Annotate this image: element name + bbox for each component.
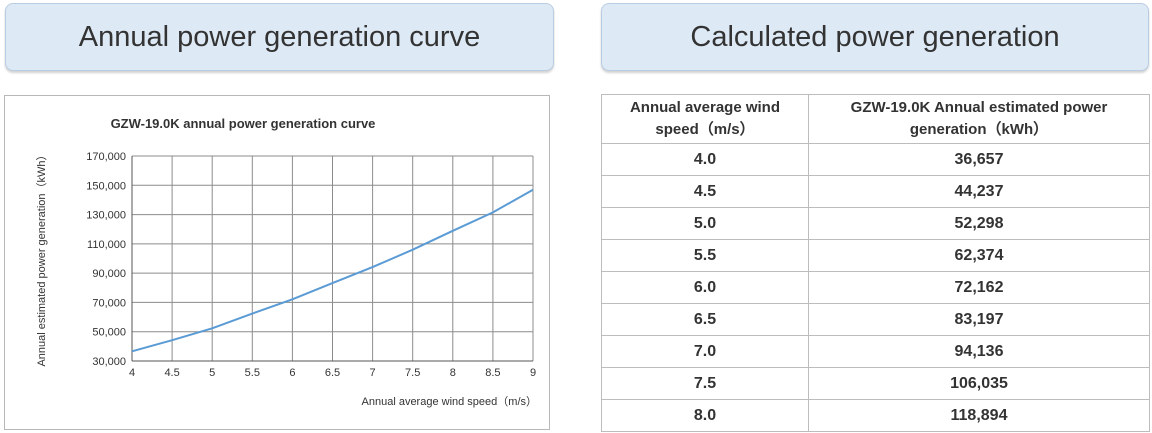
chart-panel: 30,000 50,000 70,000 90,000 110,000 130,000 15… bbox=[4, 95, 550, 430]
table-section-title: Calculated power generation bbox=[690, 20, 1060, 53]
y-tick-label: 50,000 bbox=[92, 327, 126, 339]
power-cell: 72,162 bbox=[808, 271, 1150, 304]
y-tick-label: 70,000 bbox=[92, 297, 126, 309]
y-tick-label: 90,000 bbox=[92, 268, 126, 280]
x-tick-label: 4.5 bbox=[164, 367, 179, 379]
table-row: 4.0 36,657 bbox=[601, 143, 1150, 176]
wind-speed-header: Annual average wind speed（m/s） bbox=[601, 94, 809, 144]
wind-speed-cell: 5.0 bbox=[601, 207, 809, 240]
table-body: 4.0 36,657 4.5 44,237 5.0 52,298 5.5 62,374 6.0 7… bbox=[601, 143, 1150, 432]
y-tick-label: 130,000 bbox=[86, 210, 126, 222]
power-curve-chart: 30,000 50,000 70,000 90,000 110,000 130,000 15… bbox=[35, 116, 537, 408]
wind-speed-cell: 7.0 bbox=[601, 335, 809, 368]
power-cell: 83,197 bbox=[808, 303, 1150, 336]
table-row: 6.0 72,162 bbox=[601, 271, 1150, 304]
table-row: 7.5 106,035 bbox=[601, 367, 1150, 400]
x-tick-label: 6.5 bbox=[325, 367, 340, 379]
x-axis-label: Annual average wind speed（m/s） bbox=[362, 395, 537, 408]
wind-speed-cell: 5.5 bbox=[601, 239, 809, 272]
x-tick-label: 5 bbox=[209, 367, 215, 379]
table-row: 5.0 52,298 bbox=[601, 207, 1150, 240]
x-tick-label: 6 bbox=[289, 367, 295, 379]
wind-speed-cell: 6.0 bbox=[601, 271, 809, 304]
power-cell: 118,894 bbox=[808, 399, 1150, 432]
y-tick-label: 30,000 bbox=[92, 356, 126, 368]
table-row: 5.5 62,374 bbox=[601, 239, 1150, 272]
x-tick-label: 7.5 bbox=[405, 367, 420, 379]
y-tick-label: 170,000 bbox=[86, 151, 126, 163]
wind-speed-cell: 6.5 bbox=[601, 303, 809, 336]
chart-section-title: Annual power generation curve bbox=[78, 20, 481, 53]
table-section-header: Calculated power generation bbox=[601, 3, 1149, 71]
wind-speed-cell: 4.5 bbox=[601, 175, 809, 208]
y-tick-label: 110,000 bbox=[87, 239, 126, 251]
x-tick-label: 9 bbox=[530, 367, 536, 379]
chart-title: GZW-19.0K annual power generation curve bbox=[111, 116, 376, 131]
power-table-container: Annual average wind speed（m/s） GZW-19.0K… bbox=[601, 94, 1150, 432]
power-header: GZW-19.0K Annual estimated power generat… bbox=[808, 94, 1150, 144]
y-axis-label: Annual estimated power generation（kWh） bbox=[35, 149, 48, 366]
power-cell: 106,035 bbox=[808, 367, 1150, 400]
power-cell: 36,657 bbox=[808, 143, 1150, 176]
power-cell: 52,298 bbox=[808, 207, 1150, 240]
power-curve-line bbox=[131, 188, 534, 353]
chart-section-header: Annual power generation curve bbox=[5, 3, 554, 71]
table-row: 4.5 44,237 bbox=[601, 175, 1150, 208]
y-tick-label: 150,000 bbox=[86, 180, 126, 192]
wind-speed-cell: 8.0 bbox=[601, 399, 809, 432]
power-cell: 94,136 bbox=[808, 335, 1150, 368]
x-tick-label: 5.5 bbox=[245, 367, 260, 379]
table-row: 6.5 83,197 bbox=[601, 303, 1150, 336]
power-table: Annual average wind speed（m/s） GZW-19.0K… bbox=[601, 94, 1150, 432]
power-cell: 62,374 bbox=[808, 239, 1150, 272]
power-cell: 44,237 bbox=[808, 175, 1150, 208]
x-tick-label: 7 bbox=[370, 367, 376, 379]
table-row: 7.0 94,136 bbox=[601, 335, 1150, 368]
wind-speed-cell: 4.0 bbox=[601, 143, 809, 176]
x-tick-label: 8 bbox=[450, 367, 456, 379]
x-tick-label: 4 bbox=[129, 367, 135, 379]
wind-speed-cell: 7.5 bbox=[601, 367, 809, 400]
x-tick-label: 8.5 bbox=[485, 367, 500, 379]
table-header-row: Annual average wind speed（m/s） GZW-19.0K… bbox=[601, 94, 1150, 144]
table-row: 8.0 118,894 bbox=[601, 399, 1150, 432]
